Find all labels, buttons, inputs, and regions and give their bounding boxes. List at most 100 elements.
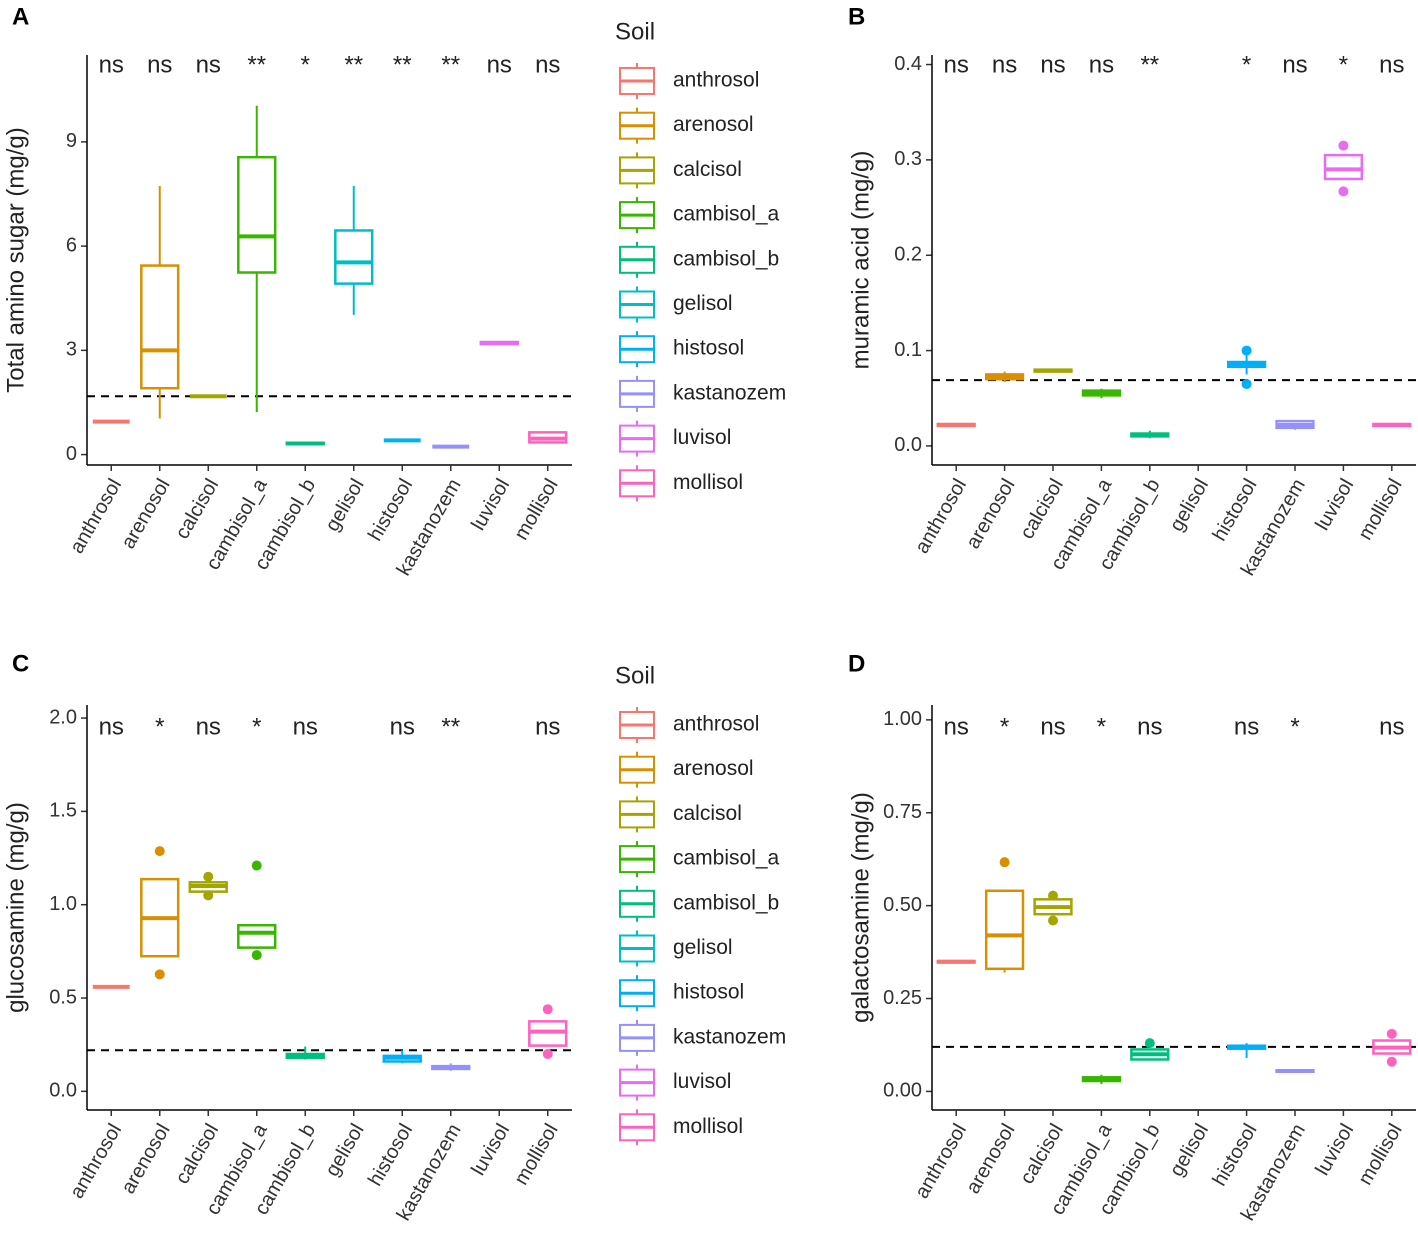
outlier (1144, 1038, 1155, 1049)
y-tick-label: 0.0 (894, 434, 922, 456)
significance-label: ns (1282, 51, 1307, 78)
outlier (1338, 140, 1349, 151)
significance-label: ns (196, 51, 221, 78)
legend-label: luvisol (673, 1070, 731, 1093)
outlier (542, 1049, 553, 1060)
x-tick-label: mollisol (1354, 475, 1406, 544)
x-tick-label: luvisol (1311, 1120, 1358, 1179)
y-tick-label: 1.00 (883, 708, 922, 730)
legend-label: cambisol_b (673, 891, 779, 914)
outlier (1241, 378, 1252, 389)
significance-label: * (252, 713, 261, 740)
legend-label: kastanozem (673, 381, 786, 404)
y-tick-label: 0.4 (894, 53, 922, 75)
y-tick-label: 0.2 (894, 244, 922, 266)
x-tick-label: arenosol (117, 1120, 174, 1197)
x-tick-label: luvisol (467, 475, 514, 534)
significance-label: ns (1137, 713, 1162, 740)
significance-label: ns (535, 51, 560, 78)
significance-label: ns (99, 51, 124, 78)
significance-label: * (155, 713, 164, 740)
significance-label: ns (99, 713, 124, 740)
y-tick-label: 0.0 (49, 1080, 77, 1102)
x-tick-label: mollisol (510, 1120, 562, 1189)
legend-label: anthrosol (673, 713, 759, 736)
significance-label: ** (441, 713, 460, 740)
x-tick-label: histosol (364, 475, 417, 545)
box (237, 923, 277, 949)
y-tick-label: 0.3 (894, 148, 922, 170)
y-tick-label: 2.0 (49, 706, 77, 728)
outlier (542, 1004, 553, 1015)
significance-label: ns (1379, 713, 1404, 740)
box (237, 155, 277, 274)
x-tick-label: luvisol (1311, 475, 1358, 534)
y-tick-label: 3 (66, 339, 77, 361)
significance-label: ** (1140, 51, 1159, 78)
significance-label: ** (441, 51, 460, 78)
y-axis-title: Total amino sugar (mg/g) (2, 127, 29, 392)
significance-label: ns (196, 713, 221, 740)
x-tick-label: gelisol (1166, 1120, 1213, 1180)
panel-letter: B (848, 3, 865, 30)
x-tick-label: histosol (1209, 475, 1262, 545)
significance-label: ns (1379, 51, 1404, 78)
legend-label: gelisol (673, 936, 733, 959)
legend-title: Soil (615, 662, 655, 689)
outlier (203, 890, 214, 901)
y-tick-label: 1.5 (49, 800, 77, 822)
x-tick-label: anthrosol (66, 1120, 126, 1202)
significance-label: ns (1234, 713, 1259, 740)
outlier (203, 871, 214, 882)
y-tick-label: 0.00 (883, 1080, 922, 1102)
x-tick-label: histosol (1209, 1120, 1262, 1190)
legend-label: mollisol (673, 471, 743, 494)
significance-label: ns (390, 713, 415, 740)
outlier (1048, 890, 1058, 901)
box (984, 889, 1025, 971)
y-axis-title: glucosamine (mg/g) (2, 802, 29, 1013)
legend-label: luvisol (673, 426, 731, 449)
x-tick-label: mollisol (510, 475, 562, 544)
panel-letter: A (12, 3, 29, 30)
x-tick-label: gelisol (1166, 475, 1213, 535)
y-tick-label: 0.1 (894, 339, 922, 361)
significance-label: * (301, 51, 310, 78)
y-tick-label: 1.0 (49, 893, 77, 915)
significance-label: * (1000, 713, 1009, 740)
significance-label: ns (487, 51, 512, 78)
legend-label: kastanozem (673, 1025, 786, 1048)
significance-label: ns (1040, 51, 1065, 78)
x-tick-label: anthrosol (911, 1120, 971, 1202)
x-tick-label: luvisol (467, 1120, 514, 1179)
x-tick-label: calcisol (1016, 1120, 1068, 1188)
outlier (1048, 915, 1058, 926)
x-tick-label: anthrosol (911, 475, 971, 557)
legend-label: mollisol (673, 1115, 743, 1138)
box (140, 264, 180, 390)
legend-label: arenosol (673, 113, 754, 136)
box (1323, 153, 1364, 181)
y-axis-title: muramic acid (mg/g) (847, 151, 874, 370)
legend-label: cambisol_a (673, 847, 780, 870)
y-tick-label: 9 (66, 130, 77, 152)
significance-label: ns (944, 713, 969, 740)
significance-label: ns (535, 713, 560, 740)
x-tick-label: anthrosol (66, 475, 126, 557)
x-tick-label: calcisol (171, 475, 223, 543)
significance-label: ns (1089, 51, 1114, 78)
legend-label: arenosol (673, 757, 754, 780)
panel-letter: D (848, 650, 865, 677)
x-tick-label: gelisol (321, 475, 368, 535)
significance-label: * (1242, 51, 1251, 78)
y-tick-label: 6 (66, 234, 77, 256)
y-tick-label: 0.50 (883, 894, 922, 916)
panel-letter: C (12, 650, 29, 677)
y-axis-title: galactosamine (mg/g) (847, 792, 874, 1023)
legend-title: Soil (615, 18, 655, 45)
outlier (1386, 1056, 1397, 1067)
significance-label: ns (293, 713, 318, 740)
significance-label: ns (944, 51, 969, 78)
outlier (1241, 345, 1252, 356)
significance-label: * (1290, 713, 1299, 740)
